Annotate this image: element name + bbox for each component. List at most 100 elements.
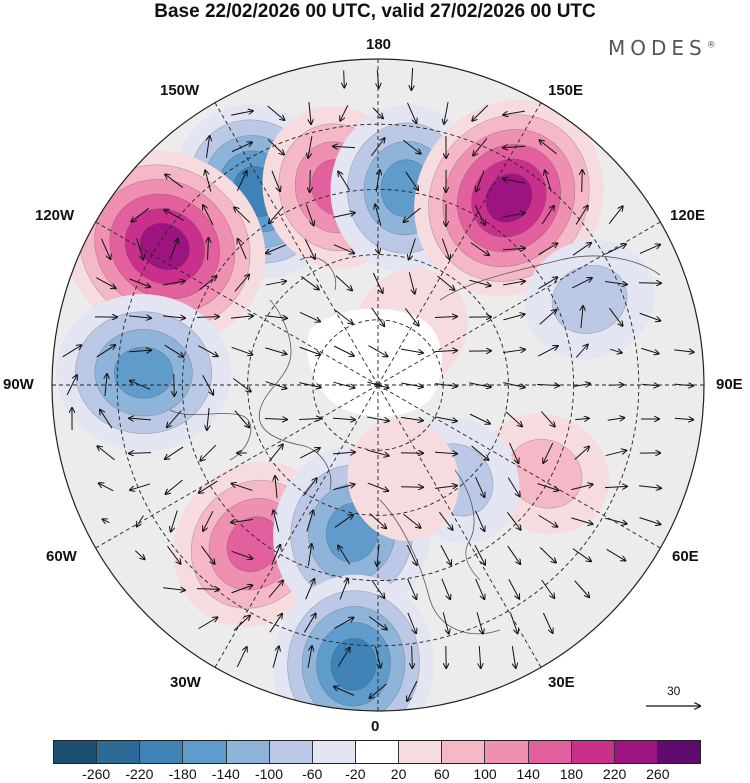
coastline-alaska bbox=[299, 257, 337, 291]
wind-vector-202 bbox=[403, 513, 420, 528]
wind-vector-207 bbox=[571, 517, 592, 524]
wind-vector-5 bbox=[309, 102, 311, 124]
anomaly-contour-9-4 bbox=[330, 638, 377, 691]
wind-vector-106 bbox=[198, 345, 217, 357]
wind-vector-118 bbox=[610, 349, 622, 353]
meridian-120 bbox=[377, 221, 661, 386]
wind-vector-49 bbox=[575, 206, 588, 225]
wind-vector-2 bbox=[411, 67, 412, 90]
wind-vector-120 bbox=[674, 350, 693, 352]
wind-vector-30 bbox=[405, 171, 418, 190]
colorbar-swatch-1 bbox=[97, 741, 141, 763]
wind-vector-69 bbox=[129, 278, 150, 287]
wind-vector-98 bbox=[539, 310, 557, 325]
wind-vector-129 bbox=[333, 381, 354, 388]
lon-label-150e: 150E bbox=[548, 82, 584, 99]
wind-vector-211 bbox=[167, 545, 180, 564]
anomaly-contour-3-5 bbox=[485, 173, 533, 223]
wind-vector-55 bbox=[238, 239, 247, 260]
colorbar-swatch-5 bbox=[269, 741, 313, 763]
colorbar bbox=[53, 740, 701, 764]
wind-vector-53 bbox=[169, 239, 178, 260]
wind-vector-60 bbox=[409, 238, 416, 260]
wind-vector-258 bbox=[334, 687, 355, 696]
wind-vector-179 bbox=[199, 480, 218, 493]
colorbar-swatch-6 bbox=[312, 741, 356, 763]
wind-vector-153 bbox=[505, 411, 522, 427]
wind-vector-18 bbox=[402, 139, 420, 153]
wind-vector-44 bbox=[404, 207, 421, 222]
wind-vector-8 bbox=[407, 102, 417, 123]
wind-vector-244 bbox=[407, 612, 416, 633]
wind-vector-94 bbox=[404, 307, 418, 325]
wind-vector-228 bbox=[268, 581, 283, 598]
wind-vector-241 bbox=[303, 614, 315, 633]
brand-name: MODES bbox=[608, 36, 707, 60]
wind-vector-101 bbox=[639, 312, 661, 320]
wind-vector-154 bbox=[540, 411, 554, 426]
wind-vector-143 bbox=[167, 410, 182, 428]
brand-logo: MODES® bbox=[608, 36, 716, 60]
pole-region bbox=[307, 308, 442, 417]
wind-vector-142 bbox=[129, 418, 152, 420]
wind-vector-239 bbox=[233, 616, 250, 631]
lon-label-120w: 120W bbox=[35, 207, 75, 224]
colorbar-label-7: 20 bbox=[390, 766, 407, 782]
wind-vector-58 bbox=[333, 244, 354, 254]
wind-vector-105 bbox=[164, 344, 184, 357]
wind-vector-169 bbox=[434, 452, 457, 454]
wind-vector-51 bbox=[101, 238, 110, 259]
wind-vector-260 bbox=[407, 680, 418, 701]
wind-vector-204 bbox=[475, 510, 485, 531]
wind-vector-174 bbox=[605, 450, 627, 457]
wind-vector-81 bbox=[538, 277, 558, 290]
wind-vector-111 bbox=[368, 345, 387, 357]
reference-vector-arrow bbox=[646, 684, 710, 714]
wind-vector-180 bbox=[232, 484, 253, 491]
wind-vector-248 bbox=[542, 612, 552, 633]
wind-vector-246 bbox=[476, 612, 483, 633]
wind-vector-75 bbox=[335, 275, 352, 291]
wind-vector-99 bbox=[581, 306, 583, 328]
wind-vector-50 bbox=[608, 206, 623, 224]
wind-vector-240 bbox=[269, 614, 282, 633]
map-border bbox=[51, 58, 705, 712]
wind-vector-165 bbox=[300, 448, 320, 459]
lon-label-30w: 30W bbox=[170, 674, 201, 691]
wind-vector-122 bbox=[105, 374, 107, 396]
wind-vector-219 bbox=[440, 545, 451, 564]
lon-label-60w: 60W bbox=[46, 548, 77, 565]
wind-vector-67 bbox=[639, 245, 660, 254]
wind-vector-52 bbox=[136, 238, 144, 260]
coastline-scandinavia bbox=[454, 469, 481, 581]
coastline-labrador bbox=[169, 409, 252, 461]
wind-vector-61 bbox=[441, 238, 449, 260]
wind-vector-209 bbox=[639, 517, 661, 525]
latitude-circle-1 bbox=[247, 254, 509, 516]
anomaly-contour-5-3 bbox=[113, 346, 174, 399]
wind-vector-259 bbox=[370, 683, 387, 698]
wind-vector-256 bbox=[479, 645, 481, 668]
wind-vector-223 bbox=[572, 548, 591, 562]
wind-vector-254 bbox=[412, 645, 413, 668]
wind-vector-115 bbox=[503, 349, 525, 352]
wind-vector-197 bbox=[231, 520, 253, 523]
wind-vector-27 bbox=[310, 169, 311, 192]
wind-vector-160 bbox=[129, 453, 152, 454]
wind-vector-121 bbox=[66, 375, 77, 396]
wind-vector-10 bbox=[472, 104, 489, 120]
wind-vector-117 bbox=[575, 345, 587, 358]
map-title: Base 22/02/2026 00 UTC, valid 27/02/2026… bbox=[154, 1, 596, 22]
wind-vector-257 bbox=[511, 646, 515, 668]
wind-vector-39 bbox=[234, 207, 251, 224]
coastline-europe bbox=[379, 499, 501, 634]
wind-vector-251 bbox=[307, 646, 312, 668]
wind-vector-167 bbox=[367, 449, 388, 456]
wind-vector-146 bbox=[264, 418, 287, 419]
meridian-150 bbox=[377, 102, 542, 386]
colorbar-label-11: 180 bbox=[559, 766, 584, 782]
wind-vector-203 bbox=[438, 511, 452, 530]
wind-vector-139 bbox=[674, 384, 693, 386]
colorbar-swatch-7 bbox=[355, 741, 400, 763]
lon-label-90w: 90W bbox=[3, 376, 34, 393]
